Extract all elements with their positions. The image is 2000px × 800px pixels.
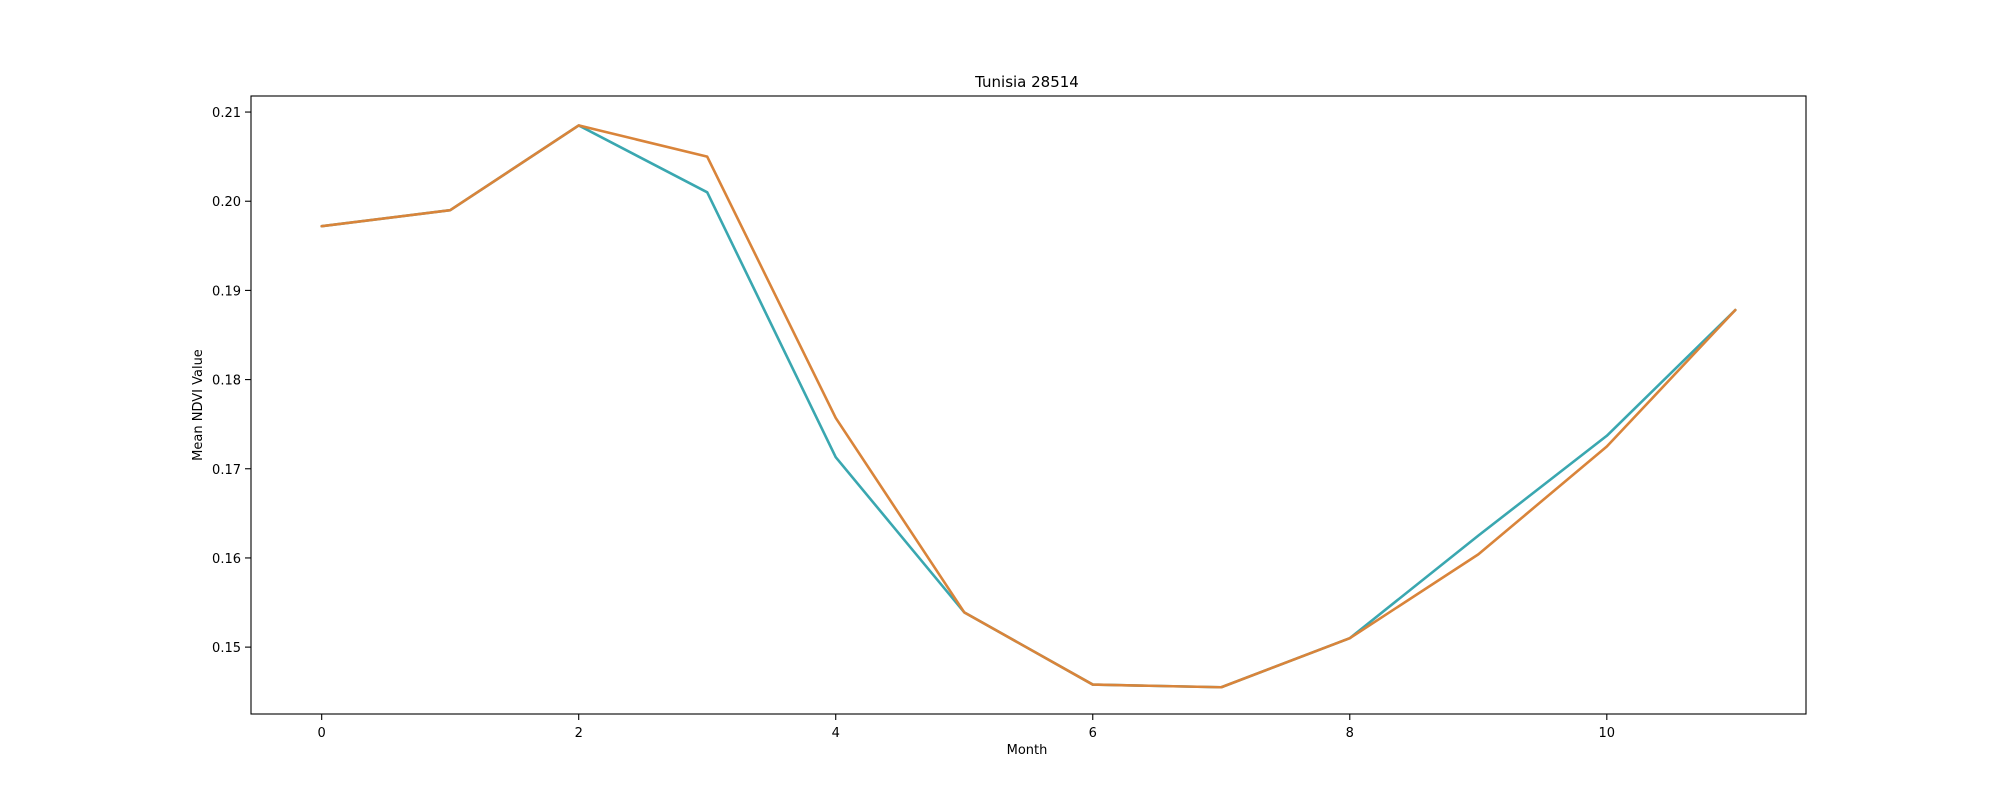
y-axis: 0.15 0.16 0.17 0.18 0.19 0.20 0.21 (212, 106, 251, 656)
x-axis: 0 2 4 6 8 10 (318, 714, 1616, 741)
x-tick-label: 6 (1089, 726, 1097, 741)
chart-title: Tunisia 28514 (974, 73, 1079, 91)
y-tick-label: 0.17 (212, 463, 241, 478)
plot-frame (250, 95, 1807, 715)
plot-area (250, 95, 1807, 715)
series-line-2 (320, 124, 1737, 689)
y-tick-label: 0.15 (212, 641, 241, 656)
x-tick-label: 8 (1346, 726, 1354, 741)
x-tick-label: 10 (1599, 726, 1616, 741)
y-tick-label: 0.20 (212, 195, 241, 210)
y-axis-title: Mean NDVI Value (191, 349, 206, 461)
y-tick-label: 0.21 (212, 106, 241, 121)
x-tick-label: 2 (575, 726, 583, 741)
x-axis-title: Month (1007, 743, 1048, 758)
y-tick-label: 0.19 (212, 284, 241, 299)
series-layer (320, 124, 1737, 689)
y-tick-label: 0.16 (212, 552, 241, 567)
x-tick-label: 0 (318, 726, 326, 741)
x-tick-label: 4 (832, 726, 840, 741)
y-tick-label: 0.18 (212, 374, 241, 389)
